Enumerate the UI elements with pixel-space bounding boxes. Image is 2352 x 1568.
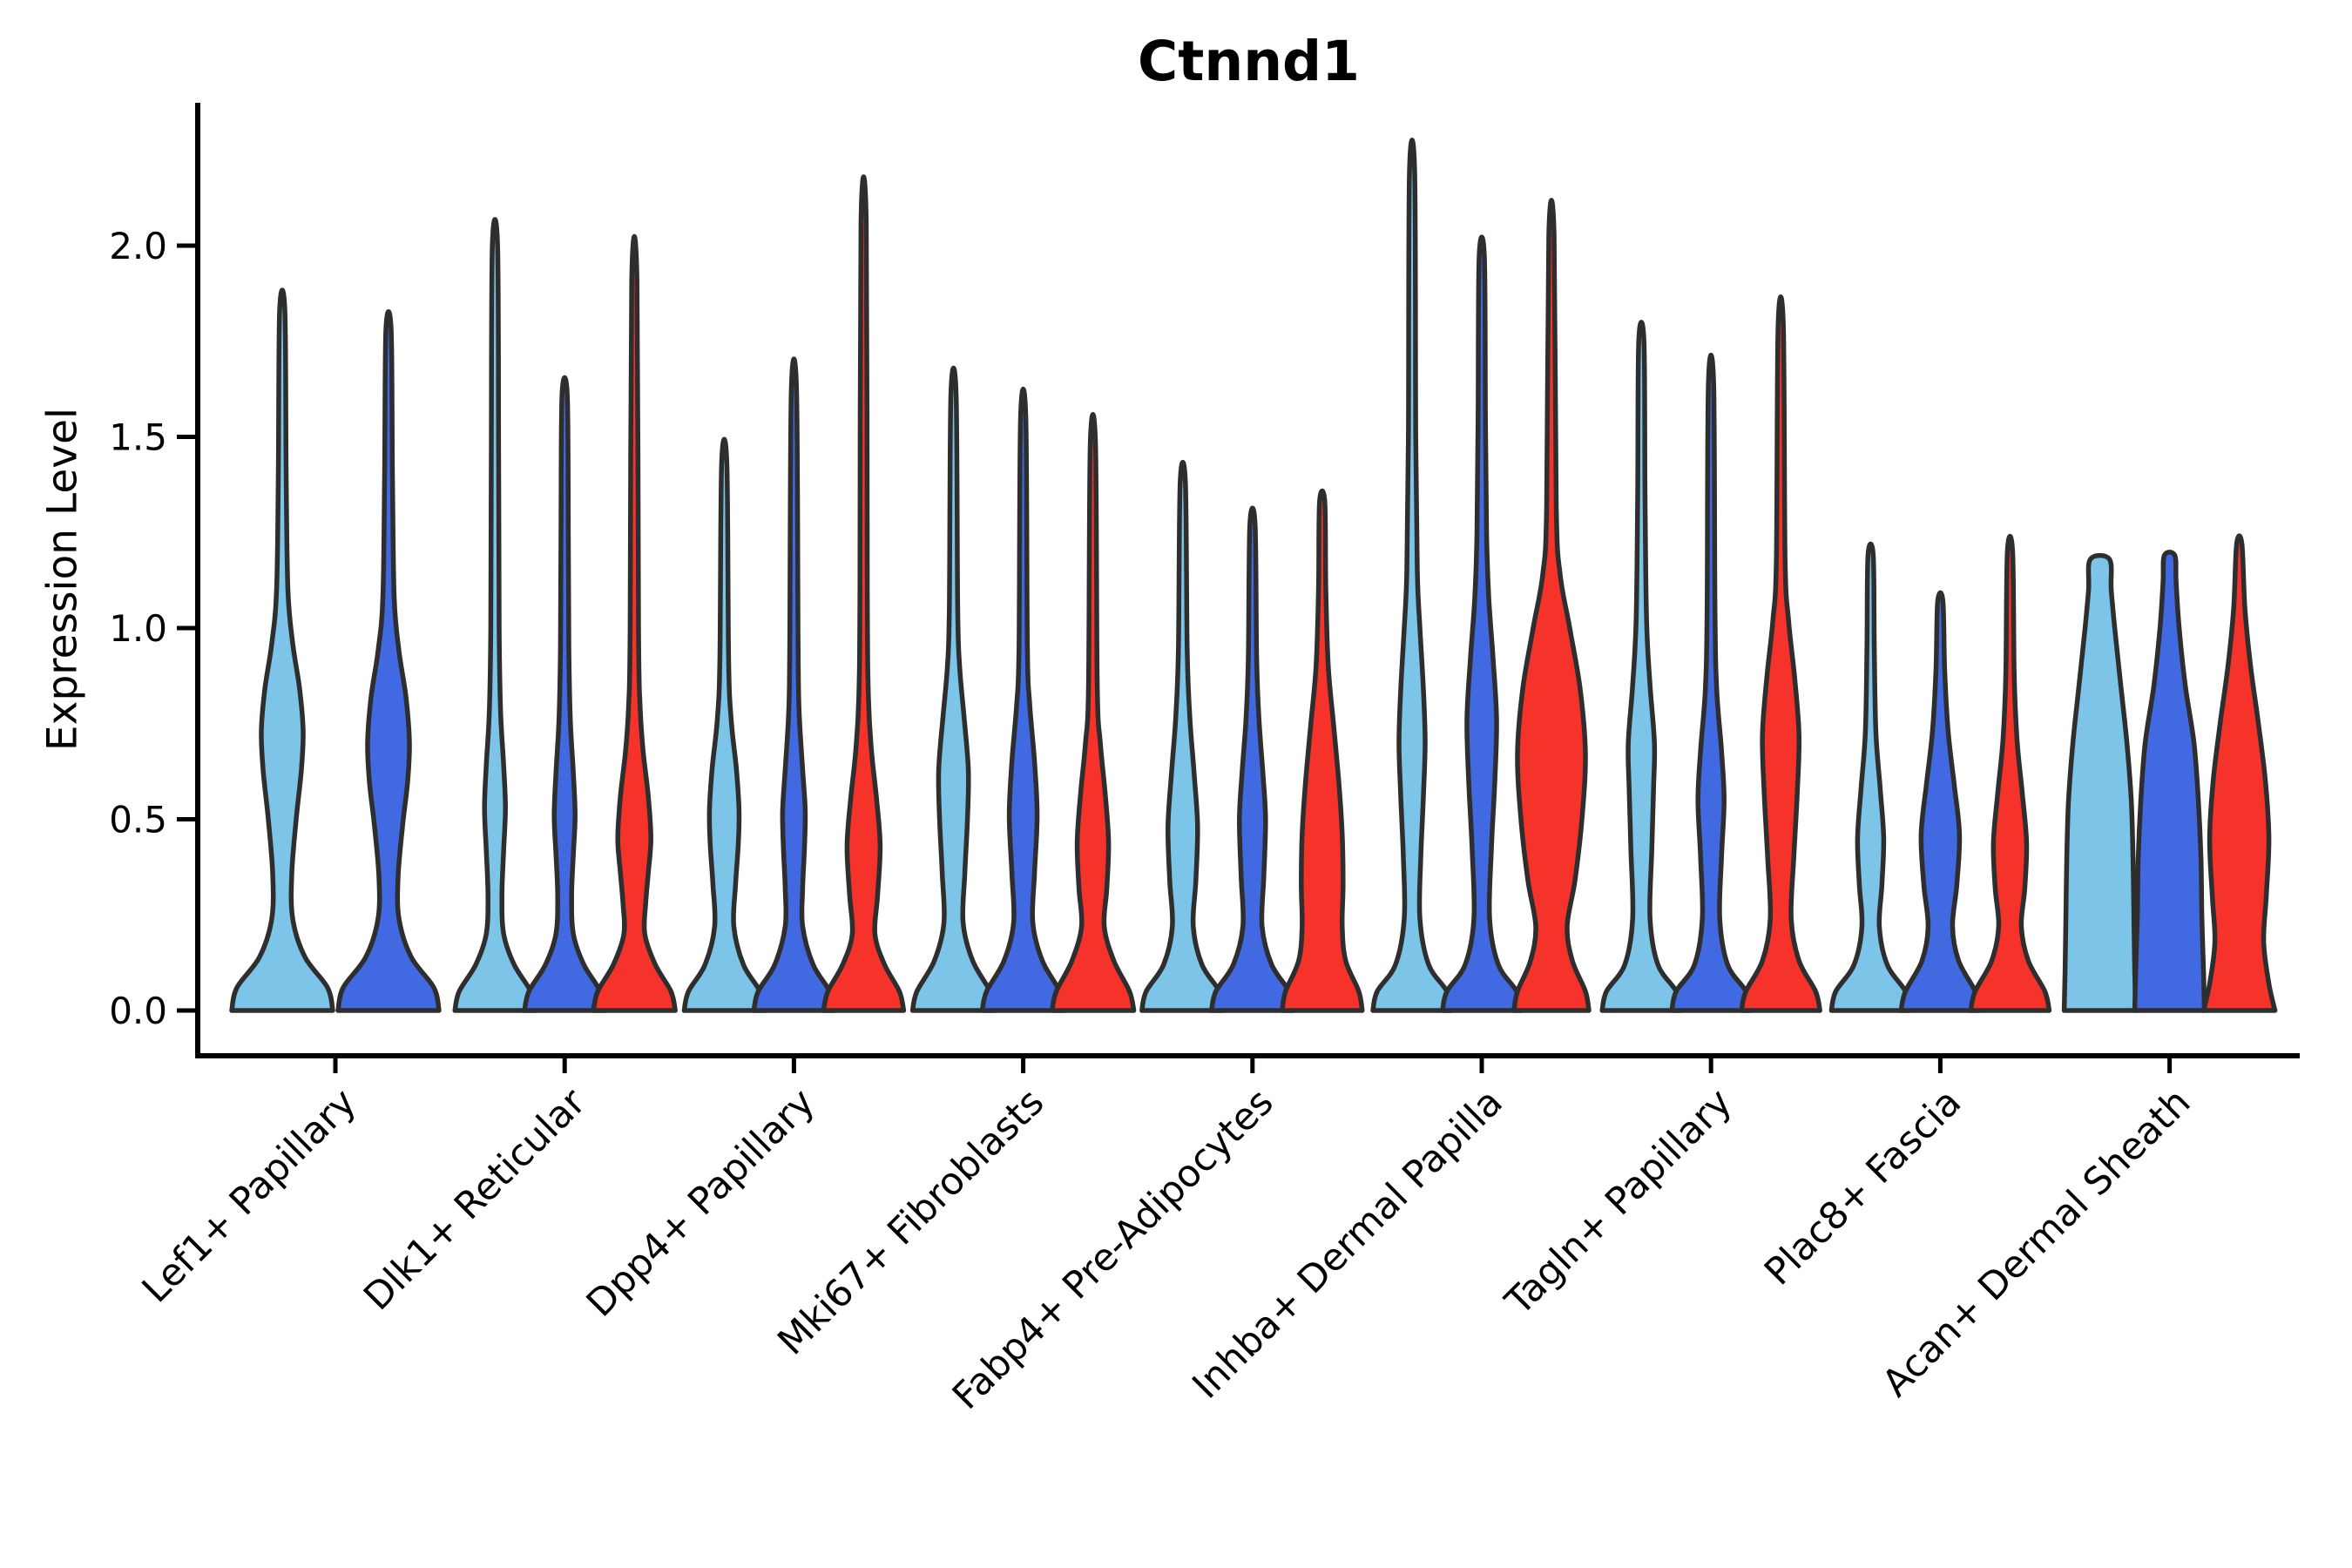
violin-dlk1-reticular-red	[591, 233, 678, 1013]
violin-mki67-fibroblasts-royalblue	[979, 386, 1067, 1013]
violin-inhba-dermal-papilla-red	[1511, 198, 1592, 1013]
violin-fabp4-pre-adipocytes-royalblue	[1209, 505, 1296, 1013]
violin-inhba-dermal-papilla-royalblue	[1440, 234, 1524, 1013]
x-tick-label: Dlk1+ Reticular	[355, 1080, 594, 1319]
violin-tagln-papillary-skyblue	[1599, 320, 1683, 1013]
violin-fabp4-pre-adipocytes-red	[1280, 488, 1365, 1013]
x-tick-label: Dpp4+ Papillary	[578, 1080, 823, 1325]
violin-lef1-papillary-skyblue	[229, 287, 335, 1013]
violin-tagln-papillary-royalblue	[1669, 352, 1753, 1013]
x-tick-label: Tagln+ Papillary	[1497, 1080, 1740, 1324]
violin-plac8-fascia-royalblue	[1898, 590, 1983, 1013]
violin-dpp4-papillary-royalblue	[751, 356, 837, 1013]
x-tick-label: Plac8+ Fascia	[1756, 1080, 1970, 1294]
y-tick-label: 2.0	[109, 225, 167, 267]
y-tick-label: 0.0	[109, 990, 167, 1032]
violin-inhba-dermal-papilla-skyblue	[1370, 138, 1454, 1013]
violin-fabp4-pre-adipocytes-skyblue	[1139, 460, 1227, 1013]
y-tick-label: 0.5	[109, 799, 167, 841]
chart-title: Ctnnd1	[1138, 30, 1360, 93]
violin-lef1-papillary-royalblue	[335, 309, 442, 1013]
violin-acan-dermal-sheath-red	[2200, 533, 2278, 1013]
violin-dpp4-papillary-skyblue	[681, 436, 767, 1013]
violin-tagln-papillary-red	[1739, 294, 1822, 1013]
x-tick-label: Lef1+ Papillary	[134, 1080, 365, 1311]
violin-acan-dermal-sheath-skyblue	[2061, 552, 2139, 1013]
violin-dpp4-papillary-red	[821, 174, 907, 1013]
violin-dlk1-reticular-royalblue	[522, 375, 607, 1013]
y-tick-label: 1.0	[109, 607, 167, 650]
violin-dlk1-reticular-skyblue	[452, 217, 537, 1013]
violin-plac8-fascia-red	[1968, 533, 2052, 1013]
violin-mki67-fibroblasts-red	[1049, 411, 1137, 1013]
y-tick-label: 1.5	[109, 416, 167, 459]
violin-mki67-fibroblasts-skyblue	[909, 365, 997, 1013]
violin-plac8-fascia-skyblue	[1828, 541, 1913, 1013]
violin-acan-dermal-sheath-royalblue	[2132, 550, 2207, 1013]
